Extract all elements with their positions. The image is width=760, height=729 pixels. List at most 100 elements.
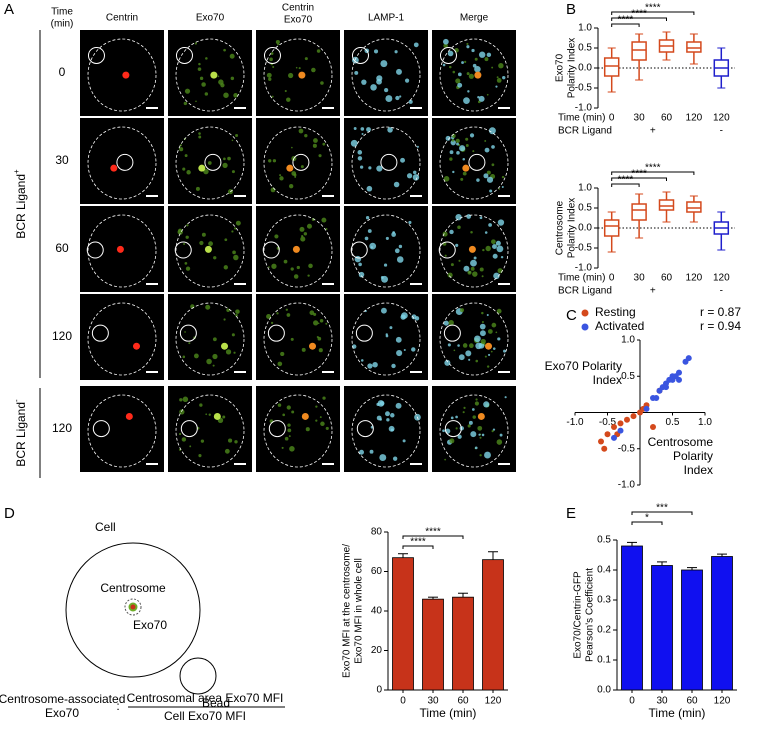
exo70-label: Exo70: [133, 618, 167, 632]
bar: [621, 545, 643, 691]
signal: [391, 232, 397, 237]
centrosome-signal: [301, 412, 309, 420]
point: [676, 376, 682, 383]
bead-outline: [91, 324, 109, 342]
point: [604, 431, 611, 438]
time-label: 120: [52, 329, 72, 343]
signal: [498, 63, 504, 69]
micrograph: [432, 294, 516, 380]
signal: [479, 323, 486, 330]
signal: [195, 186, 200, 191]
bead-outline: [355, 324, 373, 342]
signal: [496, 78, 502, 83]
y-tick-label: -1.0: [575, 103, 593, 114]
cell-outline: [351, 394, 421, 468]
signal: [304, 133, 308, 138]
signal: [358, 262, 362, 267]
significance-bracket: [631, 511, 693, 515]
signal: [286, 313, 291, 317]
signal: [390, 428, 394, 432]
signal: [466, 45, 470, 49]
signal: [291, 410, 295, 414]
centrosome-signal: [198, 164, 206, 172]
signal: [465, 144, 469, 147]
signal: [235, 309, 240, 314]
x-tick-label: 30: [427, 696, 439, 707]
signal: [471, 408, 475, 411]
signal: [205, 57, 208, 60]
signal: [222, 162, 228, 168]
cell-outline: [175, 302, 245, 376]
x-tick-label: 60: [661, 113, 673, 124]
box: [603, 219, 620, 237]
signal: [366, 127, 371, 132]
signal: [488, 127, 496, 135]
signal: [225, 349, 232, 355]
signal: [487, 329, 493, 334]
signal: [270, 52, 274, 55]
x-tick-label: 0: [609, 113, 615, 124]
signal: [414, 316, 420, 321]
signal: [183, 101, 188, 106]
y-tick-label: 0.5: [578, 43, 592, 54]
significance-label: ****: [425, 527, 441, 538]
signal: [223, 265, 228, 270]
signal: [482, 248, 485, 252]
signal: [462, 411, 465, 414]
signal: [235, 313, 238, 317]
signal: [456, 142, 459, 146]
point: [624, 416, 630, 423]
centrosome-signal: [221, 342, 229, 350]
signal: [288, 435, 291, 438]
signal: [411, 347, 416, 352]
cell-outline: [263, 126, 333, 200]
signal: [268, 159, 272, 163]
signal: [320, 81, 324, 85]
signal: [285, 308, 288, 311]
significance-bracket: [611, 171, 695, 175]
micrograph: [168, 30, 252, 116]
signal: [491, 430, 494, 433]
y-tick-label: -1.0: [618, 480, 636, 491]
y-tick-label: 80: [371, 527, 383, 538]
signal: [455, 427, 458, 430]
signal: [463, 97, 470, 105]
signal: [270, 321, 274, 325]
signal: [213, 256, 217, 260]
panel-label: E: [566, 505, 576, 522]
point: [611, 424, 617, 430]
signal: [443, 43, 448, 49]
cell-outline: [439, 394, 509, 468]
bead-shape: [179, 657, 217, 695]
significance-bracket: [611, 17, 667, 21]
signal: [322, 396, 326, 400]
signal: [271, 95, 274, 98]
signal: [205, 413, 208, 416]
bar: [392, 557, 414, 691]
signal: [503, 349, 506, 353]
signal: [447, 343, 451, 347]
signal: [495, 331, 498, 334]
signal: [462, 171, 467, 176]
signal: [204, 92, 209, 96]
signal: [280, 351, 285, 357]
signal: [367, 363, 373, 369]
signal: [455, 214, 462, 221]
signal: [390, 413, 395, 418]
point: [630, 413, 637, 420]
signal: [269, 57, 273, 62]
signal: [303, 232, 308, 236]
signal: [299, 226, 305, 232]
signal: [212, 364, 215, 367]
group-label: BCR Ligand+: [12, 169, 28, 239]
y-tick-label: 0.5: [621, 371, 635, 382]
signal: [212, 337, 217, 342]
panel-label: A: [4, 1, 14, 18]
centrosome-signal: [298, 71, 306, 79]
signal: [268, 266, 270, 268]
signal: [391, 363, 396, 369]
signal: [217, 75, 220, 78]
signal: [360, 359, 364, 362]
signal: [266, 72, 272, 78]
signal: [291, 146, 293, 149]
